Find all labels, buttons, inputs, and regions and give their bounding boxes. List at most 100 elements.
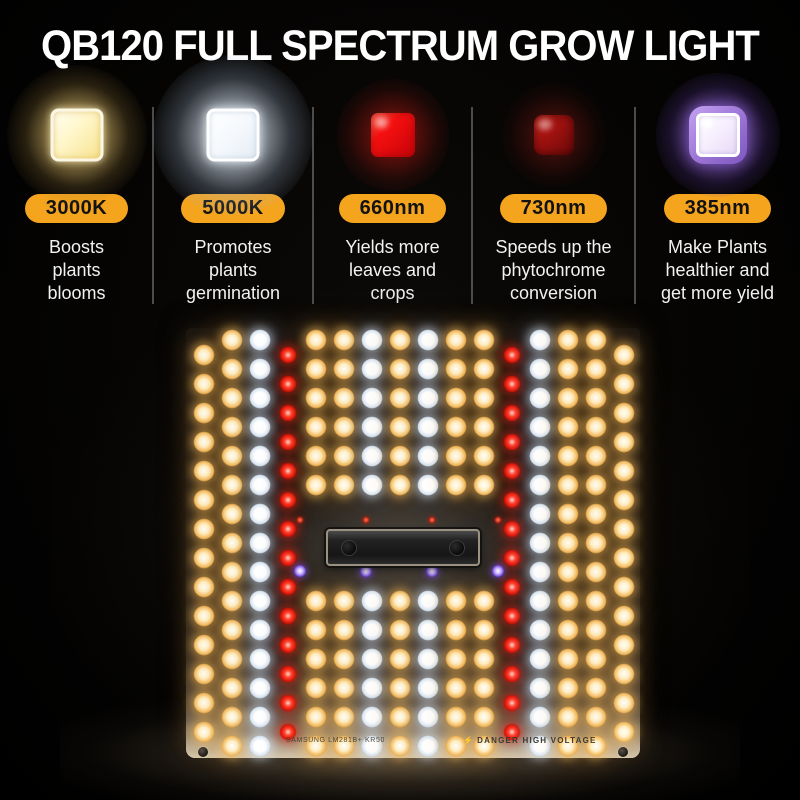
led-red: [279, 694, 297, 711]
feature-description: Promotes plants germination: [186, 237, 280, 303]
led-cool: [417, 329, 439, 351]
led-red: [279, 462, 297, 479]
led-warm: [445, 706, 467, 728]
led-warm: [557, 619, 579, 641]
led-warm: [613, 634, 635, 655]
led-warm: [445, 648, 467, 670]
led-warm: [445, 387, 467, 409]
column-divider: [152, 107, 154, 304]
led-red: [279, 665, 297, 682]
led-cool: [417, 358, 439, 380]
led-cool: [529, 329, 551, 351]
led-red: [503, 346, 521, 363]
led-cool: [361, 677, 383, 699]
led-warm: [305, 619, 327, 641]
led-warm: [193, 518, 215, 539]
led-cool: [361, 619, 383, 641]
led-warm: [193, 663, 215, 684]
led-cool: [529, 358, 551, 380]
led-warm: [473, 387, 495, 409]
led-cool: [361, 445, 383, 467]
led-warm: [389, 619, 411, 641]
led-cool: [529, 677, 551, 699]
led-warm: [305, 677, 327, 699]
led-warm: [221, 503, 243, 525]
led-warm: [193, 460, 215, 481]
board-warning-label: ⚡ DANGER HIGH VOLTAGE: [463, 736, 613, 745]
led-warm: [333, 329, 355, 351]
lamp-660nm: [313, 79, 472, 194]
led-red: [279, 491, 297, 508]
warning-text: DANGER HIGH VOLTAGE: [477, 736, 597, 745]
led-dot: [428, 516, 436, 524]
led-warm: [193, 547, 215, 568]
led-red: [503, 636, 521, 653]
led-warm: [613, 721, 635, 742]
led-warm: [557, 474, 579, 496]
led-cool: [417, 735, 439, 757]
led-red: [503, 404, 521, 421]
led-warm: [557, 648, 579, 670]
column-divider: [471, 107, 473, 304]
led-cool: [417, 648, 439, 670]
led-red: [503, 723, 521, 740]
led-cool: [361, 706, 383, 728]
led-warm: [585, 706, 607, 728]
led-warm: [473, 329, 495, 351]
led-warm: [221, 445, 243, 467]
lamp-5000k: [153, 55, 313, 215]
deep-red-led-icon: [533, 115, 574, 155]
led-warm: [585, 735, 607, 757]
led-warm: [613, 518, 635, 539]
led-warm: [333, 358, 355, 380]
led-cool: [417, 619, 439, 641]
led-cool: [417, 706, 439, 728]
led-warm: [221, 619, 243, 641]
led-red: [279, 723, 297, 740]
wavelength-badge: 660nm: [338, 194, 447, 223]
led-cool: [529, 445, 551, 467]
led-warm: [445, 735, 467, 757]
led-warm: [221, 329, 243, 351]
led-purple: [426, 565, 438, 577]
led-warm: [585, 648, 607, 670]
feature-description: Make Plants healthier and get more yield: [661, 237, 775, 303]
led-warm: [305, 735, 327, 757]
lamp-730nm: [472, 83, 635, 194]
led-red: [503, 578, 521, 595]
led-cool: [417, 677, 439, 699]
led-warm: [389, 416, 411, 438]
feature-660nm: 660nm Yields more leaves and crops: [313, 79, 472, 310]
led-warm: [333, 387, 355, 409]
led-warm: [557, 416, 579, 438]
led-cool: [249, 561, 271, 583]
led-warm: [389, 735, 411, 757]
led-warm: [557, 358, 579, 380]
led-warm: [305, 474, 327, 496]
led-red: [503, 607, 521, 624]
led-cool: [529, 648, 551, 670]
led-cool: [249, 735, 271, 757]
led-cool: [249, 329, 271, 351]
led-warm: [221, 590, 243, 612]
led-warm: [585, 358, 607, 380]
led-cool: [249, 358, 271, 380]
led-red: [279, 433, 297, 450]
led-warm: [613, 547, 635, 568]
led-warm: [473, 416, 495, 438]
led-cool: [249, 648, 271, 670]
led-red: [279, 578, 297, 595]
led-warm: [389, 590, 411, 612]
led-warm: [557, 329, 579, 351]
warm-white-led-icon: [50, 108, 103, 162]
led-warm: [613, 373, 635, 394]
led-red: [503, 665, 521, 682]
led-warm: [193, 344, 215, 365]
led-warm: [333, 706, 355, 728]
led-warm: [389, 445, 411, 467]
led-cool: [417, 474, 439, 496]
led-warm: [557, 445, 579, 467]
led-red: [503, 694, 521, 711]
led-warm: [193, 634, 215, 655]
led-warm: [613, 489, 635, 510]
